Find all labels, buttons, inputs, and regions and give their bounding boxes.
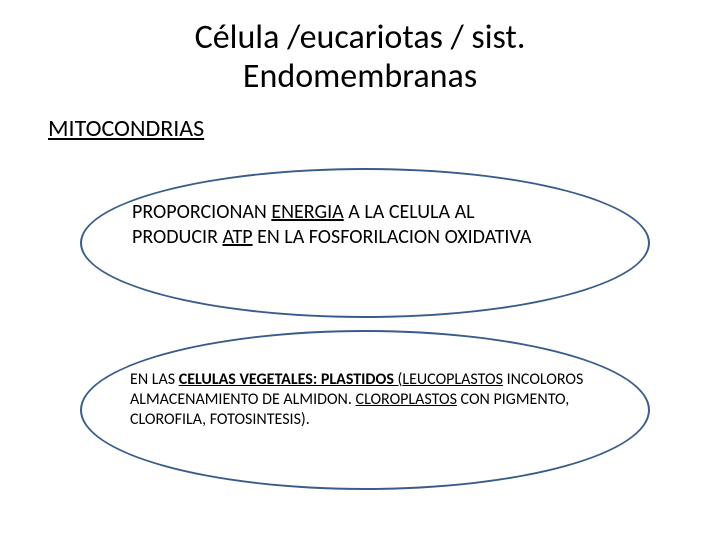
section-heading: MITOCONDRIAS — [0, 114, 720, 143]
title-line-2: Endomembranas — [0, 57, 720, 96]
ellipse-mitocondrias-text: PROPORCIONAN ENERGIA A LA CELULA AL PROD… — [132, 200, 552, 250]
title-line-1: Célula /eucariotas / sist. — [0, 18, 720, 57]
ellipse-mitocondrias: PROPORCIONAN ENERGIA A LA CELULA AL PROD… — [80, 168, 650, 318]
ellipse-plastidos-text: EN LAS CELULAS VEGETALES: PLASTIDOS (LEU… — [130, 370, 600, 430]
ellipse-plastidos: EN LAS CELULAS VEGETALES: PLASTIDOS (LEU… — [80, 330, 650, 490]
slide-title: Célula /eucariotas / sist. Endomembranas — [0, 0, 720, 96]
